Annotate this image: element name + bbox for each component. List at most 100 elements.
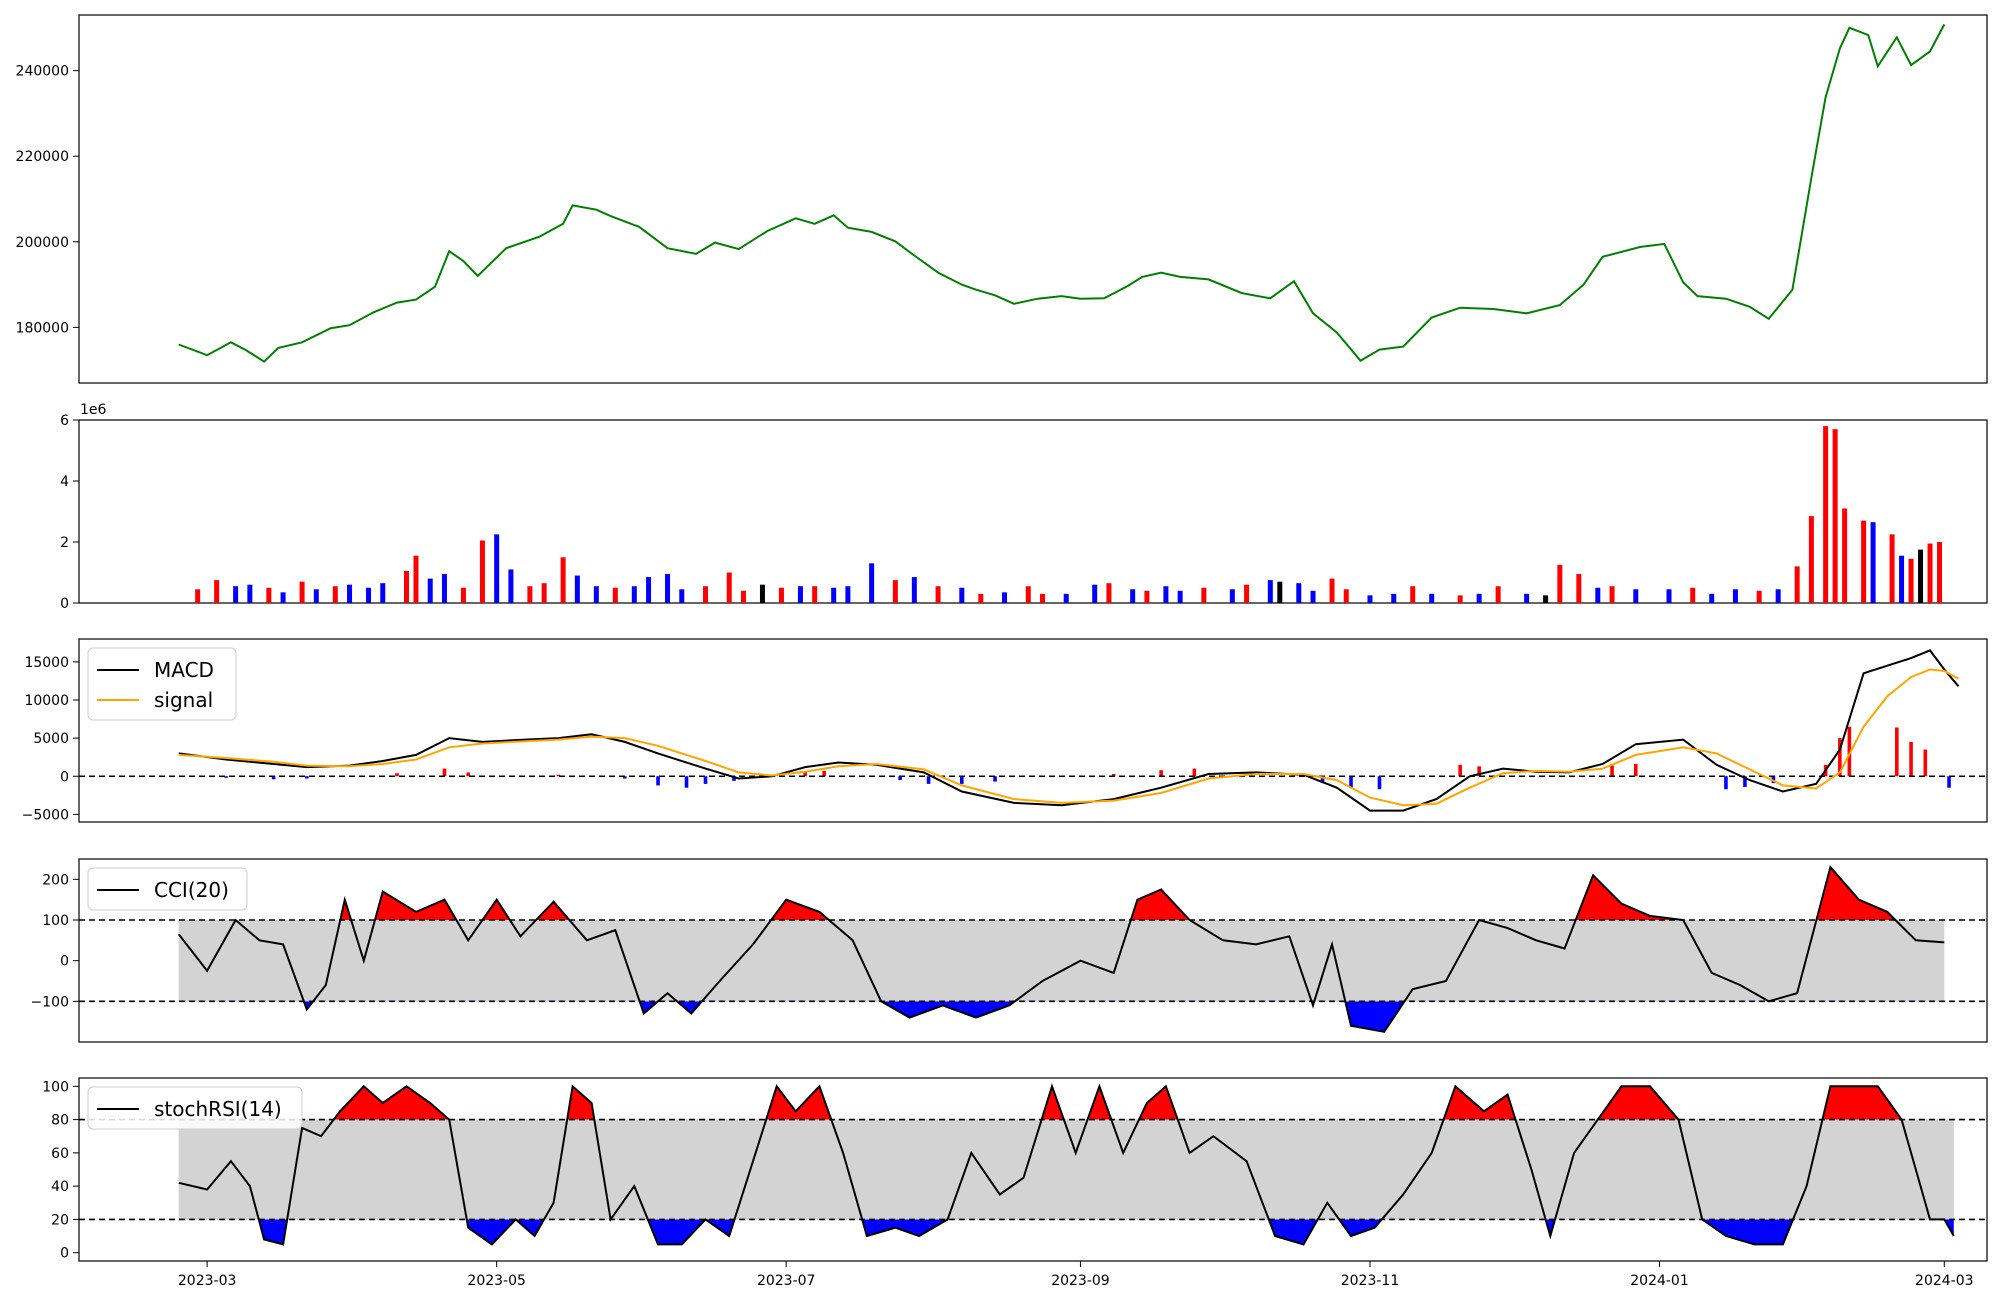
volume-bar <box>1329 578 1335 603</box>
volume-bar <box>380 583 386 603</box>
macd-panel: −5000 0 5000 10000 15000 MACD signal <box>22 638 1988 823</box>
y-tick-label: −100 <box>31 994 69 1010</box>
y-tick-label: 60 <box>51 1146 69 1162</box>
volume-bar <box>812 586 818 603</box>
volume-bar <box>1002 592 1008 603</box>
volume-bar <box>665 574 671 603</box>
volume-bar <box>1690 587 1696 603</box>
macd-histogram-bar <box>926 776 931 784</box>
volume-bar <box>1861 520 1867 603</box>
volume-bar <box>1177 590 1183 603</box>
signal-line <box>178 668 1959 807</box>
legend-label: MACD <box>154 658 214 682</box>
volume-bar <box>1889 534 1895 603</box>
volume-bar <box>214 580 220 603</box>
y-tick-label: 0 <box>60 1246 69 1262</box>
y-tick-label: 4 <box>60 474 69 490</box>
macd-histogram-bar <box>623 776 627 779</box>
volume-bar <box>1476 593 1482 603</box>
macd-histogram-bar <box>1909 741 1913 777</box>
macd-histogram-bar <box>1610 765 1614 777</box>
legend-label: signal <box>154 688 213 712</box>
macd-histogram-bar <box>822 770 826 777</box>
volume-bar <box>527 586 533 603</box>
x-tick-label: 2023-11 <box>1341 1273 1400 1289</box>
macd-histogram-bar <box>732 776 736 781</box>
volume-bar <box>427 578 433 603</box>
volume-bar <box>1576 574 1582 603</box>
axes-frame <box>78 14 1988 384</box>
neutral-band <box>178 1119 1954 1220</box>
volume-bar <box>1808 516 1814 603</box>
volume-bar <box>831 587 837 603</box>
overbought-fill <box>178 867 1945 920</box>
y-tick-label: 10000 <box>24 693 69 709</box>
volume-bar <box>508 569 514 603</box>
volume-bar <box>740 590 746 603</box>
macd-line <box>178 649 1960 812</box>
volume-bar <box>759 584 765 603</box>
volume-bar <box>1391 593 1397 603</box>
y-tick-label: 80 <box>51 1113 69 1129</box>
volume-bar <box>1524 593 1530 603</box>
volume-bar <box>366 587 372 603</box>
volume-bar <box>1756 590 1762 603</box>
volume-bar <box>460 587 466 603</box>
volume-bar <box>1039 593 1045 603</box>
macd-histogram-bar <box>1947 776 1951 788</box>
volume-bar <box>347 584 353 603</box>
macd-histogram-bar <box>271 776 276 780</box>
macd-histogram-bar <box>1633 764 1638 777</box>
y-tick-label: 6 <box>60 413 69 429</box>
volume-bar <box>1870 522 1876 603</box>
volume-bar <box>1429 593 1435 603</box>
volume-bar <box>1296 583 1302 603</box>
price-line <box>178 23 1946 363</box>
y-tick-label: −5000 <box>22 807 69 823</box>
x-tick-label: 2023-09 <box>1051 1273 1110 1289</box>
y-tick-label: 40 <box>51 1179 69 1195</box>
volume-bar <box>612 587 618 603</box>
volume-bar <box>494 534 500 603</box>
volume-bar <box>266 587 272 603</box>
macd-histogram-bar <box>1159 770 1163 777</box>
macd-histogram-bar <box>224 776 228 778</box>
volume-bar <box>1666 589 1672 603</box>
volume-bar <box>233 586 239 603</box>
macd-histogram-bar <box>1724 776 1728 790</box>
volume-bar <box>726 572 732 603</box>
y-tick-label: 100 <box>42 1079 69 1095</box>
x-tick-label: 2023-03 <box>178 1273 237 1289</box>
x-tick-label: 2023-07 <box>757 1273 816 1289</box>
volume-bar <box>778 587 784 603</box>
y-tick-label: 200 <box>42 872 69 888</box>
volume-bar <box>1144 590 1150 603</box>
volume-bar <box>935 586 941 603</box>
macd-histogram-bar <box>305 776 309 779</box>
legend-label: stochRSI(14) <box>154 1097 282 1121</box>
volume-bar <box>403 570 409 603</box>
volume-scale-exponent: 1e6 <box>80 402 107 418</box>
volume-bar <box>1343 589 1349 603</box>
volume-bar <box>1732 589 1738 603</box>
volume-bar <box>1130 589 1136 603</box>
volume-bar <box>892 580 898 603</box>
volume-bar <box>1794 566 1800 603</box>
volume-bar <box>1106 583 1112 603</box>
volume-bar <box>299 581 305 603</box>
volume-bar <box>1842 508 1848 603</box>
macd-histogram-bar <box>684 776 689 788</box>
macd-histogram-bar <box>442 768 447 777</box>
volume-bar <box>1918 549 1924 603</box>
volume-bar <box>1609 586 1615 603</box>
macd-histogram-bar <box>960 776 964 784</box>
y-tick-label: 0 <box>60 769 69 785</box>
volume-bar <box>1495 586 1501 603</box>
volume-bar <box>978 593 984 603</box>
volume-bar <box>1310 590 1316 603</box>
macd-histogram-bar <box>556 774 561 777</box>
volume-bar <box>1775 589 1781 603</box>
legend-box <box>87 1086 303 1130</box>
y-tick-label: 200000 <box>16 235 69 251</box>
volume-bar <box>1244 584 1250 603</box>
